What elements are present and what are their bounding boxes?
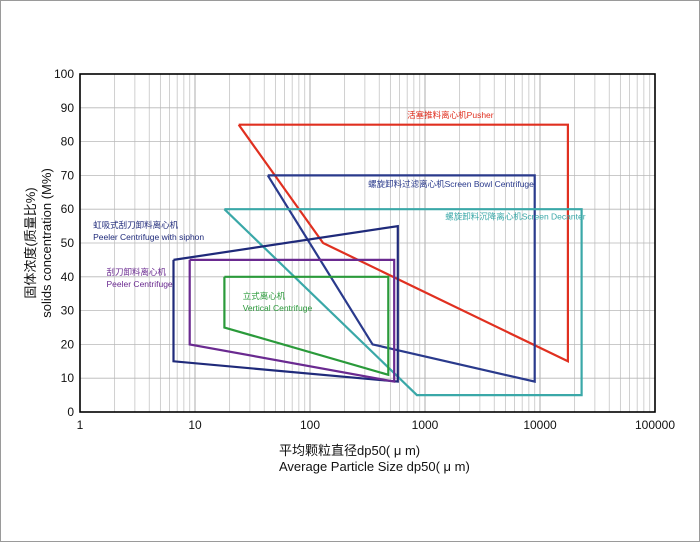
region-label: Vertical Centrifuge (243, 303, 313, 313)
x-tick-label: 10000 (523, 418, 557, 432)
x-tick-label: 100 (300, 418, 320, 432)
y-axis-title-cn: 固体浓度(质量比%) (23, 187, 38, 298)
y-tick-label: 80 (61, 135, 75, 149)
y-tick-label: 10 (61, 371, 75, 385)
region-labels: 活塞推料离心机Pusher 螺旋卸料过滤离心机Screen Bowl Centri… (93, 110, 586, 313)
x-axis-title-cn: 平均颗粒直径dp50( μ m) (279, 443, 420, 458)
region-outline-0 (237, 123, 569, 364)
region-label: 立式离心机 (243, 291, 286, 301)
region-label: 螺旋卸料过滤离心机Screen Bowl Centrifuge (368, 179, 534, 189)
y-tick-label: 0 (67, 405, 74, 419)
y-tick-labels: 0 10 20 30 40 50 60 70 80 90 100 (54, 67, 74, 419)
region-label: 虹吸式刮刀卸料离心机 (93, 220, 179, 230)
y-tick-label: 30 (61, 304, 75, 318)
region-label: 活塞推料离心机Pusher (407, 110, 494, 120)
y-tick-label: 70 (61, 168, 75, 182)
region-label: 刮刀卸料离心机 (107, 267, 167, 277)
x-tick-label: 100000 (635, 418, 675, 432)
region-outline-2 (223, 208, 583, 397)
region-outline-4 (188, 258, 396, 383)
region-outline-1 (266, 174, 536, 383)
y-tick-label: 20 (61, 337, 75, 351)
region-label: Peeler Centrifuge with siphon (93, 232, 204, 242)
x-tick-label: 10 (188, 418, 202, 432)
x-tick-label: 1000 (412, 418, 439, 432)
x-tick-labels: 1 10 100 1000 10000 100000 (77, 418, 676, 432)
y-tick-label: 50 (61, 236, 75, 250)
y-tick-label: 100 (54, 67, 74, 81)
x-tick-label: 1 (77, 418, 84, 432)
plot-area-border (79, 73, 656, 413)
region-label: Peeler Centrifuge (107, 279, 173, 289)
region-outline-3 (172, 224, 399, 383)
y-tick-label: 60 (61, 202, 75, 216)
regions (172, 123, 583, 397)
region-label: 螺旋卸料沉降离心机Screen Decanter (445, 211, 585, 221)
region-outline-5 (223, 275, 390, 377)
y-tick-label: 40 (61, 270, 75, 284)
y-tick-label: 90 (61, 101, 75, 115)
y-axis-title-en: solids concentration (M%) (39, 168, 54, 318)
x-axis-title-en: Average Particle Size dp50( μ m) (279, 459, 470, 474)
